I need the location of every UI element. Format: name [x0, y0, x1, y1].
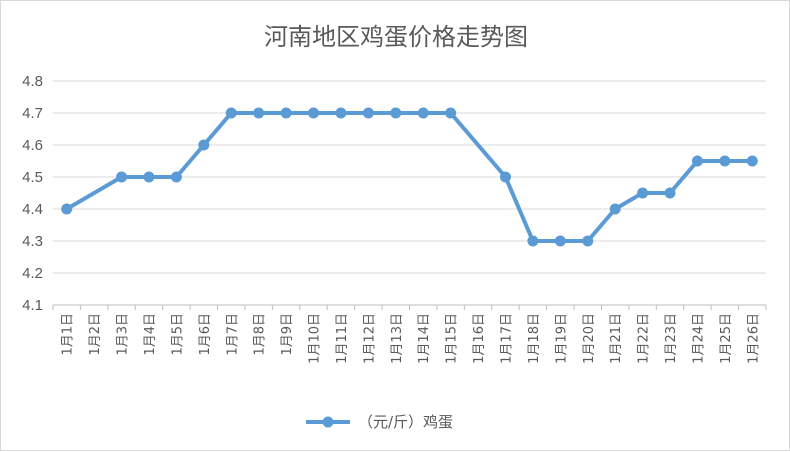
chart-title: 河南地区鸡蛋价格走势图 [264, 23, 528, 51]
x-tick-label: 1月11日 [335, 313, 350, 364]
axes [52, 304, 767, 310]
y-axis-ticks: 4.1 4.2 4.3 4.4 4.5 4.6 4.7 4.8 [22, 73, 43, 314]
legend-label: （元/斤）鸡蛋 [358, 413, 453, 431]
x-tick-label: 1月23日 [664, 313, 679, 364]
x-tick-label: 1月17日 [499, 313, 514, 364]
y-tick-label: 4.1 [22, 297, 43, 314]
data-point[interactable] [170, 171, 182, 183]
x-tick-label: 1月5日 [170, 313, 185, 356]
y-tick-label: 4.8 [22, 73, 43, 90]
data-point[interactable] [116, 171, 128, 183]
x-tick-label: 1月15日 [445, 313, 460, 364]
x-tick-label: 1月9日 [280, 313, 295, 356]
x-tick-label: 1月21日 [609, 313, 624, 364]
x-axis-ticks: 1月1日 1月2日 1月3日 1月4日 1月5日 1月6日 1月7日 1月8日 1月9日 1月10… [61, 313, 762, 364]
x-tick-label: 1月25日 [719, 313, 734, 364]
x-tick-label: 1月1日 [61, 313, 76, 356]
x-tick-label: 1月3日 [116, 313, 131, 356]
x-tick-label: 1月8日 [253, 313, 268, 356]
x-tick-label: 1月16日 [472, 313, 487, 364]
data-point[interactable] [746, 155, 758, 167]
legend-dot-marker [322, 416, 334, 428]
data-point[interactable] [362, 107, 374, 119]
data-point[interactable] [554, 235, 566, 247]
y-tick-label: 4.5 [22, 169, 43, 186]
data-point[interactable] [582, 235, 594, 247]
y-tick-label: 4.7 [22, 105, 43, 122]
series-layer [61, 107, 758, 247]
x-tick-label: 1月20日 [582, 313, 597, 364]
legend[interactable]: （元/斤）鸡蛋 [306, 413, 453, 431]
data-point[interactable] [499, 171, 511, 183]
data-point[interactable] [664, 187, 676, 199]
x-tick-label: 1月6日 [198, 313, 213, 356]
x-tick-label: 1月7日 [225, 313, 240, 356]
y-tick-label: 4.6 [22, 137, 43, 154]
data-point[interactable] [61, 203, 73, 215]
data-point[interactable] [198, 139, 210, 151]
data-point[interactable] [390, 107, 402, 119]
x-tick-label: 1月24日 [691, 313, 706, 364]
data-point[interactable] [445, 107, 457, 119]
x-tick-label: 1月12日 [362, 313, 377, 364]
data-point[interactable] [335, 107, 347, 119]
data-point[interactable] [691, 155, 703, 167]
y-tick-label: 4.2 [22, 265, 43, 282]
y-tick-label: 4.3 [22, 233, 43, 250]
x-tick-label: 1月26日 [746, 313, 761, 364]
y-tick-label: 4.4 [22, 201, 43, 218]
x-tick-label: 1月2日 [88, 313, 103, 356]
x-tick-label: 1月13日 [390, 313, 405, 364]
data-point[interactable] [609, 203, 621, 215]
data-point[interactable] [280, 107, 292, 119]
data-point[interactable] [253, 107, 265, 119]
data-point[interactable] [417, 107, 429, 119]
data-point[interactable] [225, 107, 237, 119]
data-point[interactable] [719, 155, 731, 167]
x-tick-label: 1月10日 [308, 313, 323, 364]
data-point[interactable] [308, 107, 320, 119]
x-tick-label: 1月4日 [143, 313, 158, 356]
x-tick-label: 1月19日 [554, 313, 569, 364]
data-point[interactable] [143, 171, 155, 183]
x-tick-label: 1月22日 [637, 313, 652, 364]
x-tick-label: 1月18日 [527, 313, 542, 364]
data-point[interactable] [637, 187, 649, 199]
data-point[interactable] [527, 235, 539, 247]
x-tick-label: 1月14日 [417, 313, 432, 364]
